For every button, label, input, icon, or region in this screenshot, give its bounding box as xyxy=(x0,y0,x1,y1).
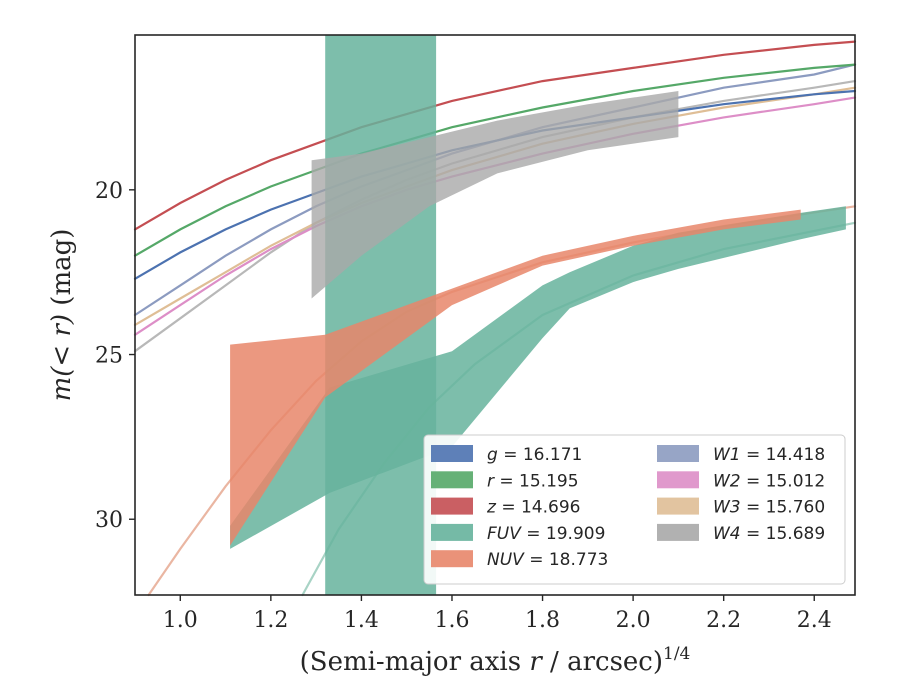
legend-swatch-fuv xyxy=(431,523,473,541)
x-axis-title-sup: 1/4 xyxy=(663,644,690,664)
legend-box xyxy=(423,434,846,585)
legend-value: = 14.418 xyxy=(741,445,826,465)
legend-swatch-w4 xyxy=(657,523,699,541)
y-axis-title-main: m(< r) xyxy=(47,314,77,401)
y-tick-label: 20 xyxy=(95,179,123,204)
x-tick-label: 2.4 xyxy=(797,608,832,633)
x-tick-label: 2.0 xyxy=(616,608,651,633)
legend-var: W4 xyxy=(713,524,741,544)
bands-layer xyxy=(230,35,846,595)
x-axis-title: (Semi-major axis r / arcsec)1/4 xyxy=(300,644,691,677)
y-tick-label: 25 xyxy=(95,344,123,369)
legend-swatch-nuv xyxy=(431,550,473,568)
legend-var: NUV xyxy=(487,550,525,570)
legend-label-w2: W2 = 15.012 xyxy=(713,471,825,491)
x-axis-ticks: 1.0 1.2 1.4 1.6 1.8 2.0 2.2 2.4 xyxy=(163,595,832,633)
legend-label-w4: W4 = 15.689 xyxy=(713,524,825,544)
legend-value: = 15.012 xyxy=(741,471,826,491)
plot-frame xyxy=(134,34,856,596)
legend-label-g: g = 16.171 xyxy=(487,445,582,465)
legend-var: W2 xyxy=(713,471,741,491)
legend-value: = 15.760 xyxy=(741,498,826,518)
y-axis-title-unit: (mag) xyxy=(47,229,77,314)
legend-label-r: r = 15.195 xyxy=(487,471,579,491)
legend-value: = 16.171 xyxy=(498,445,583,465)
x-tick-label: 1.8 xyxy=(525,608,560,633)
legend-value: = 14.696 xyxy=(496,498,581,518)
legend-var: W3 xyxy=(713,498,741,518)
x-tick-label: 1.6 xyxy=(434,608,469,633)
legend-swatch-g xyxy=(431,445,473,462)
legend-var: z xyxy=(486,498,497,518)
x-tick-label: 1.0 xyxy=(163,608,198,633)
legend-var: g xyxy=(487,445,498,465)
legend-label-w3: W3 = 15.760 xyxy=(713,498,825,518)
legend-label-fuv: FUV = 19.909 xyxy=(487,524,605,544)
legend-swatch-z xyxy=(431,497,473,515)
y-axis-ticks: 20 25 30 xyxy=(95,179,135,533)
legend-label-nuv: NUV = 18.773 xyxy=(487,550,608,570)
legend-var: FUV xyxy=(487,524,522,544)
x-axis-title-var: r xyxy=(529,647,543,677)
x-axis-title-main: (Semi-major axis xyxy=(300,647,530,677)
y-tick-label: 30 xyxy=(95,508,123,533)
legend-value: = 19.909 xyxy=(521,524,606,544)
legend-label-z: z = 14.696 xyxy=(486,498,580,518)
x-tick-label: 1.2 xyxy=(253,608,288,633)
legend-swatch-r xyxy=(431,471,473,489)
x-tick-label: 2.2 xyxy=(706,608,741,633)
legend-swatch-w2 xyxy=(657,471,699,489)
band-nuv-2 xyxy=(230,209,801,546)
legend-value: = 15.689 xyxy=(741,524,826,544)
legend-swatch-w3 xyxy=(657,497,699,515)
legend-value: = 18.773 xyxy=(524,550,609,570)
x-axis-title-unit: / arcsec) xyxy=(542,647,663,677)
band-w4-3 xyxy=(311,91,679,299)
legend-label-w1: W1 = 14.418 xyxy=(713,445,825,465)
y-axis-title: m(< r) (mag) xyxy=(47,229,77,402)
legend-var: W1 xyxy=(713,445,741,465)
legend-value: = 15.195 xyxy=(494,471,579,491)
x-tick-label: 1.4 xyxy=(344,608,379,633)
legend-var: r xyxy=(487,471,495,491)
legend-swatch-w1 xyxy=(657,445,699,462)
